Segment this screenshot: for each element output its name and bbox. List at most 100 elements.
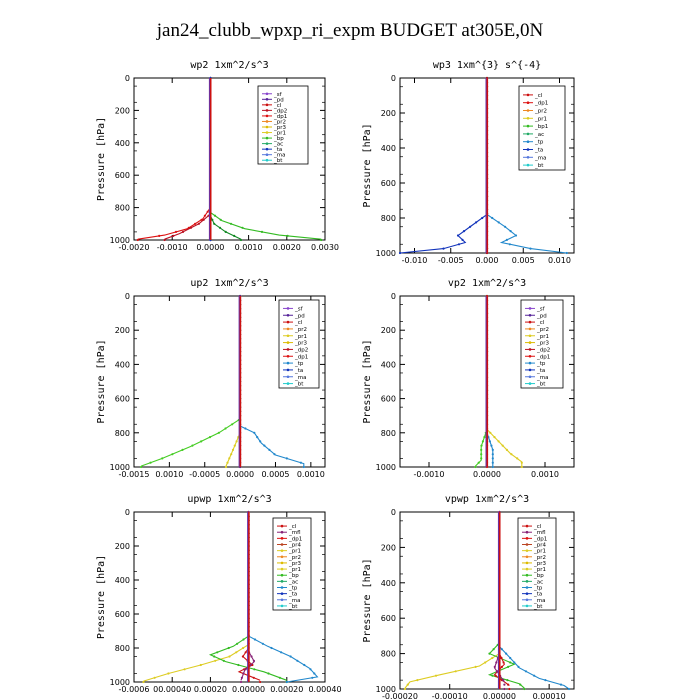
series-marker xyxy=(516,457,519,460)
series-marker xyxy=(491,216,494,220)
panel-title: up2 1xm^2/s^3 xyxy=(190,278,268,289)
chart-panel-3: up2 1xm^2/s^3 Pressure [hPa] 0 200 400 600 800… xyxy=(96,278,326,479)
legend-label: _tp xyxy=(294,361,304,367)
series-marker xyxy=(508,687,511,691)
series-marker xyxy=(174,230,178,233)
series-marker xyxy=(172,234,175,237)
legend-marker xyxy=(280,537,284,540)
series-marker xyxy=(235,651,238,654)
y-tick-label: 0 xyxy=(125,292,130,301)
series-marker xyxy=(216,651,219,654)
legend-label: _ta xyxy=(536,368,545,374)
series-marker xyxy=(456,234,460,237)
legend-label: _ma xyxy=(536,375,548,381)
panel-title: wp3 1xm^{3} s^{-4} xyxy=(433,60,541,71)
series-marker xyxy=(559,683,563,686)
series-marker xyxy=(299,461,302,464)
legend-marker xyxy=(525,555,529,559)
legend-marker xyxy=(526,132,530,136)
y-tick-label: 800 xyxy=(115,644,130,653)
y-tick-label: 1000 xyxy=(110,236,130,245)
legend-label: _ac xyxy=(534,132,544,138)
legend-label: _dp1 xyxy=(273,114,287,120)
series-marker xyxy=(514,234,518,237)
plot-frame xyxy=(399,511,575,690)
legend-marker xyxy=(280,555,284,559)
legend-label: _pr4 xyxy=(288,543,302,549)
legend-label: _bt xyxy=(288,604,298,610)
series-marker xyxy=(153,676,156,679)
legend-label: _tp xyxy=(533,586,543,592)
series-marker xyxy=(491,465,494,469)
y-tick-label: 400 xyxy=(381,360,396,369)
legend-label: _bp1 xyxy=(534,124,548,130)
legend-marker xyxy=(526,109,530,112)
series-marker xyxy=(302,465,305,469)
legend-marker xyxy=(525,567,529,571)
y-axis-label: Pressure [hPa] xyxy=(362,339,373,423)
y-tick-label: 600 xyxy=(115,395,130,404)
legend-marker xyxy=(286,341,290,344)
series-marker xyxy=(495,661,498,664)
legend-marker xyxy=(525,561,529,565)
y-tick-label: 400 xyxy=(381,144,396,153)
legend-label: _dp1 xyxy=(534,101,548,107)
legend-label: _ta xyxy=(294,368,303,374)
chart-panel-5: upwp 1xm^2/s^3 Pressure [hPa] 0 200 400 600 80… xyxy=(96,494,342,694)
x-tick-label: -0.005 xyxy=(438,256,464,265)
series-marker xyxy=(484,661,487,664)
y-axis-label: Pressure [hPa] xyxy=(362,558,373,642)
page-title: jan24_clubb_wpxp_ri_expm BUDGET at305E,0… xyxy=(156,20,544,41)
y-tick-label: 1000 xyxy=(376,463,396,472)
chart-panel-6: vpwp 1xm^2/s^3 Pressure [hPa] 0 200 400 600 80… xyxy=(362,494,575,700)
y-tick-label: 1000 xyxy=(110,678,130,687)
plot-frame xyxy=(133,511,326,683)
series-marker xyxy=(480,457,483,460)
x-tick-label: 00.00040 xyxy=(153,685,191,694)
series-marker xyxy=(533,674,536,677)
series-marker xyxy=(442,247,445,250)
series-marker xyxy=(513,661,516,664)
series-marker xyxy=(224,465,228,469)
legend-marker xyxy=(280,530,284,534)
legend-marker xyxy=(280,543,284,546)
legend-label: _pr1 xyxy=(273,131,286,137)
legend-label: _pr3 xyxy=(288,561,302,567)
series-marker xyxy=(208,436,212,439)
series-marker xyxy=(434,674,438,677)
legend-label: _bp xyxy=(273,136,284,142)
legend-label: _cl xyxy=(536,320,545,326)
legend-label: _bp xyxy=(288,573,299,579)
series-marker xyxy=(313,672,316,675)
x-tick-label: 0.0010 xyxy=(235,243,263,252)
series-line-dp1 xyxy=(137,78,211,240)
x-tick-label: -0.0020 xyxy=(119,243,150,252)
legend-label: _sf xyxy=(536,306,546,312)
y-tick-label: 200 xyxy=(115,542,130,551)
x-tick-label: 0.00020 xyxy=(194,685,227,694)
series-marker xyxy=(236,642,239,645)
x-tick-label: 0.00000 xyxy=(483,692,516,700)
legend-marker xyxy=(280,549,284,552)
legend-marker xyxy=(528,327,532,331)
legend-marker xyxy=(286,307,290,310)
series-marker xyxy=(181,448,184,451)
series-marker xyxy=(140,465,143,469)
series-marker xyxy=(491,448,494,451)
series-marker xyxy=(507,665,510,669)
legend-marker xyxy=(286,368,290,372)
legend-label: _ta xyxy=(288,592,297,598)
legend-marker xyxy=(528,382,532,385)
legend-label: _cl xyxy=(533,524,542,530)
legend-label: _cl xyxy=(534,93,543,99)
legend-label: _pr3 xyxy=(536,341,550,347)
series-marker xyxy=(273,453,276,456)
legend-marker xyxy=(525,537,529,540)
series-line-dp1 xyxy=(140,296,241,467)
series-marker xyxy=(241,226,244,229)
x-tick-label: 0.005 xyxy=(512,256,535,265)
series-marker xyxy=(500,656,503,660)
series-marker xyxy=(163,238,166,242)
series-marker xyxy=(492,648,495,651)
